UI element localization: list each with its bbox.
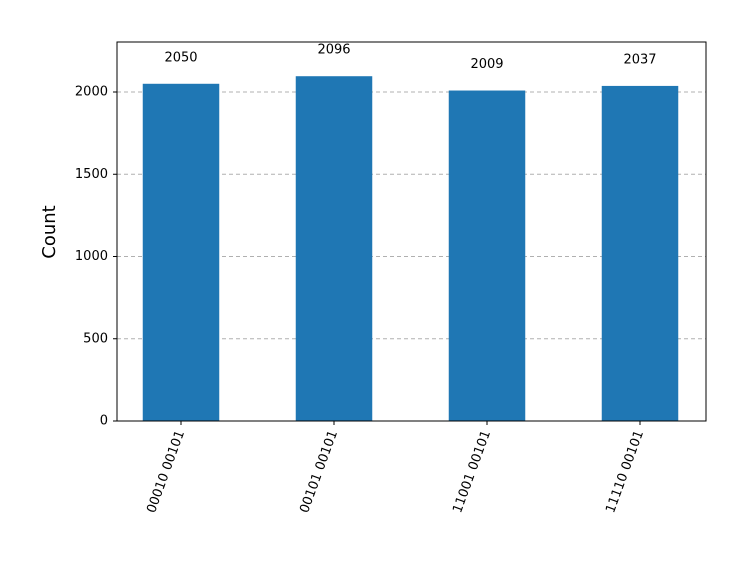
bar [448,90,526,421]
x-tick-label: 11001 00101 [450,428,494,515]
bar [142,83,220,422]
y-tick-label: 2000 [75,85,108,100]
value-label: 2037 [623,52,656,67]
y-axis-label: Count [39,205,60,258]
x-tick-label: 00101 00101 [297,428,341,515]
value-label: 2009 [470,57,503,72]
x-tick-label: 11110 00101 [603,428,647,515]
y-tick-label: 1500 [75,167,108,182]
bar [601,85,679,422]
plot-frame [116,41,707,422]
y-tick-label: 0 [100,414,108,429]
x-tick-label: 00010 00101 [144,428,188,515]
value-label: 2050 [164,50,197,65]
y-tick-label: 500 [83,331,108,346]
bars [142,76,679,422]
y-tick-label: 1000 [75,249,108,264]
value-label: 2096 [317,43,350,58]
bar [295,76,373,422]
